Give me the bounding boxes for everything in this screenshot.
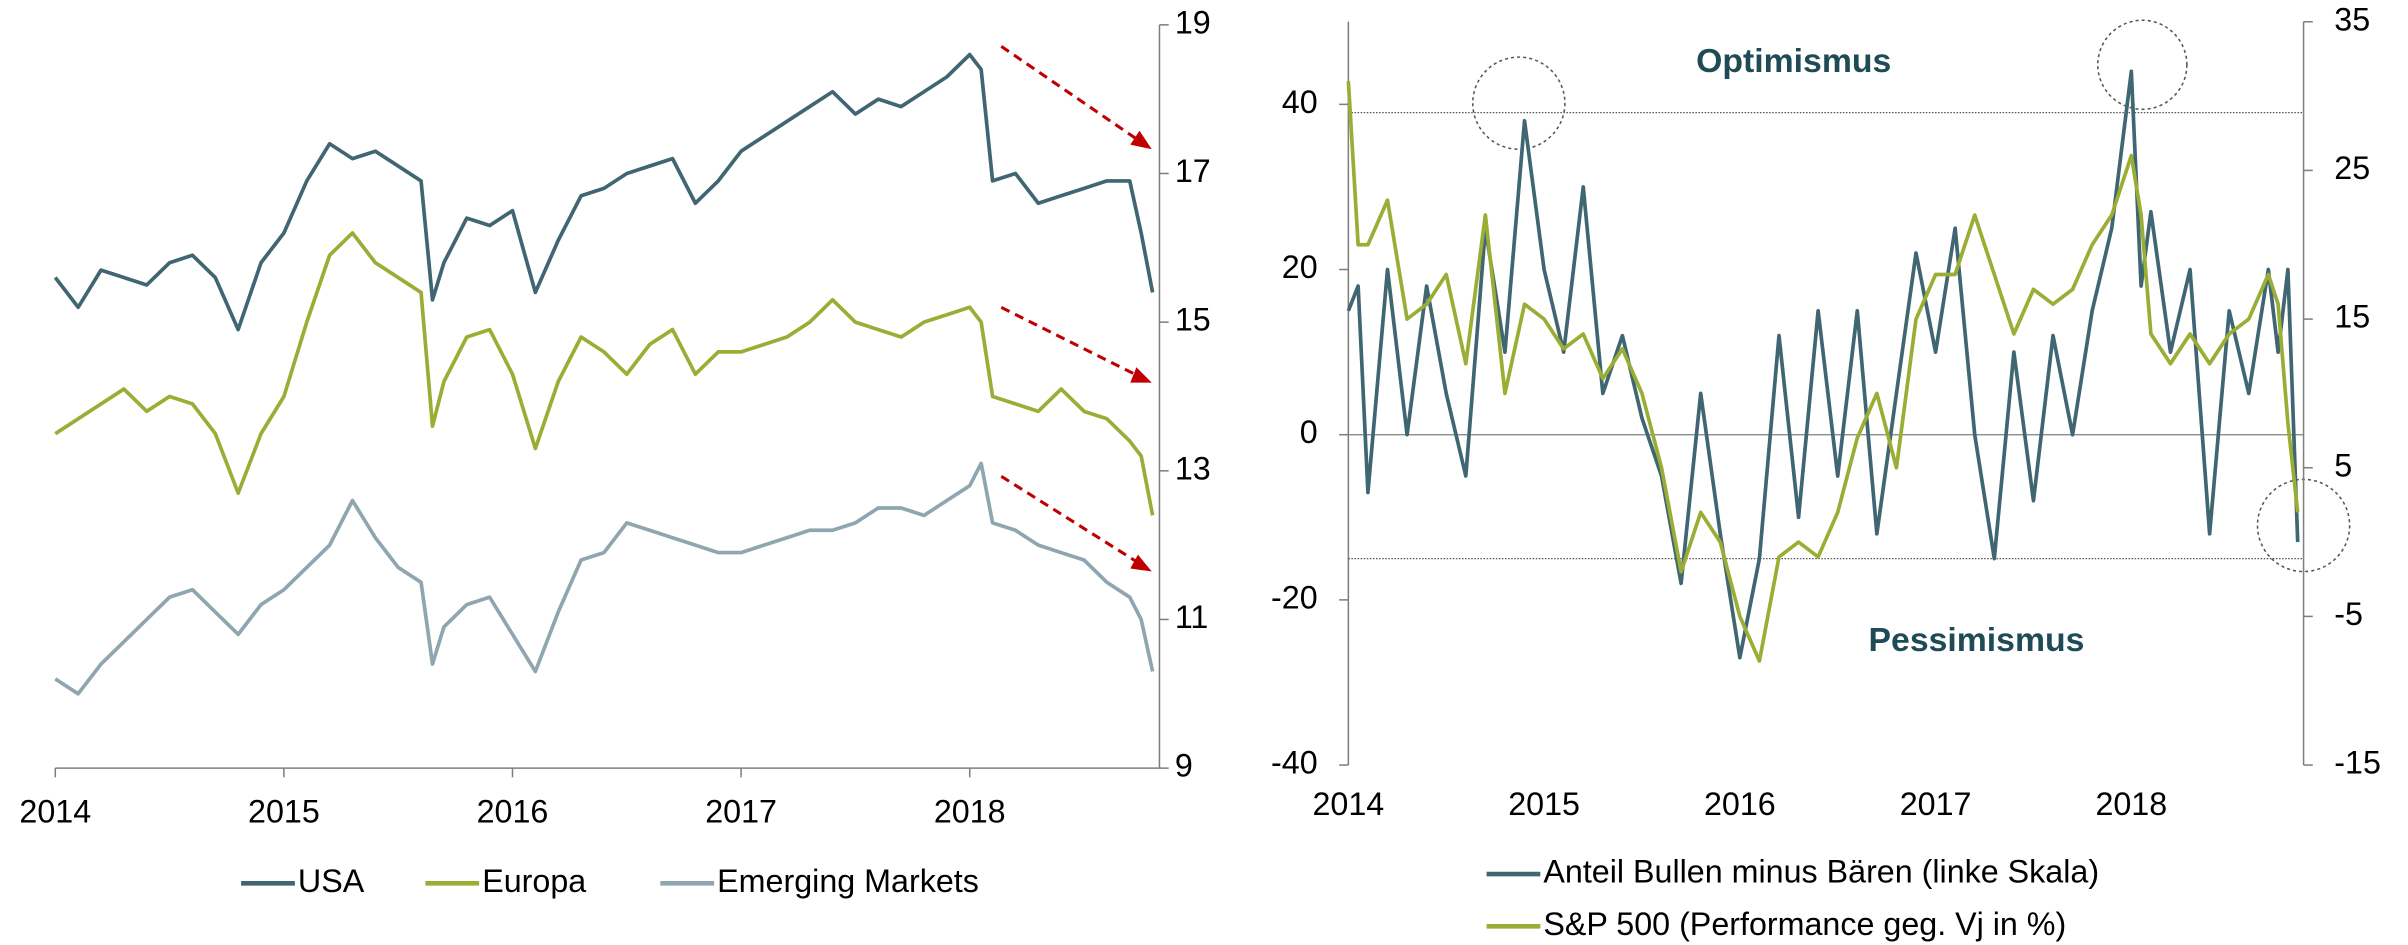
- y-tick-label: 0: [1300, 414, 1318, 450]
- y-tick-label: 40: [1282, 84, 1318, 120]
- y2-tick-label: 5: [2334, 447, 2352, 483]
- series-line: [54, 461, 1155, 696]
- y2-tick-label: -5: [2334, 596, 2363, 632]
- y-tick-label: -40: [1271, 745, 1318, 781]
- legend-label: Anteil Bullen minus Bären (linke Skala): [1543, 854, 2099, 890]
- trend-arrow: [1000, 45, 1144, 145]
- arrow-head: [1130, 130, 1152, 150]
- x-tick-label: 2016: [1704, 786, 1776, 822]
- x-tick-label: 2014: [19, 794, 91, 830]
- y2-tick-label: -15: [2334, 745, 2381, 781]
- y2-tick-label: 25: [2334, 150, 2370, 186]
- y-tick-label: -20: [1271, 579, 1318, 615]
- highlight-circle: [2097, 19, 2188, 111]
- x-tick-label: 2015: [1508, 786, 1580, 822]
- x-tick-label: 2018: [934, 794, 1006, 830]
- legend-label: USA: [298, 863, 365, 899]
- y2-tick-label: 35: [2334, 1, 2370, 37]
- arrow-head: [1130, 554, 1152, 572]
- y-tick-label: 20: [1282, 249, 1318, 285]
- x-tick-label: 2017: [1900, 786, 1972, 822]
- legend-label: Emerging Markets: [717, 863, 979, 899]
- y-tick-label: 17: [1175, 153, 1211, 189]
- legend-label: S&P 500 (Performance geg. Vj in %): [1543, 906, 2066, 942]
- arrows: [1000, 45, 1144, 567]
- trend-arrow: [1000, 475, 1144, 567]
- x-tick-label: 2015: [248, 794, 320, 830]
- arrow-head: [1130, 367, 1152, 383]
- arrow-heads: [1130, 130, 1152, 572]
- reference-label: Pessimismus: [1869, 621, 2085, 659]
- trend-arrow: [1000, 306, 1144, 380]
- series-line: [1346, 69, 2300, 660]
- legend-label: Europa: [482, 863, 586, 899]
- x-tick-label: 2017: [705, 794, 777, 830]
- x-tick-label: 2016: [477, 794, 549, 830]
- highlight-circle: [1471, 56, 1566, 151]
- series-line: [1346, 81, 2300, 663]
- reference-label: Optimismus: [1696, 42, 1891, 80]
- x-tick-label: 2014: [1312, 786, 1384, 822]
- y-tick-label: 13: [1175, 450, 1211, 486]
- y2-tick-label: 15: [2334, 299, 2370, 335]
- y-tick-label: 15: [1175, 302, 1211, 338]
- series-line: [54, 231, 1155, 516]
- series-line: [53, 52, 1155, 332]
- y-tick-label: 9: [1175, 748, 1193, 784]
- y-tick-label: 11: [1175, 599, 1208, 635]
- x-tick-label: 2018: [2095, 786, 2167, 822]
- y-tick-label: 19: [1175, 4, 1211, 40]
